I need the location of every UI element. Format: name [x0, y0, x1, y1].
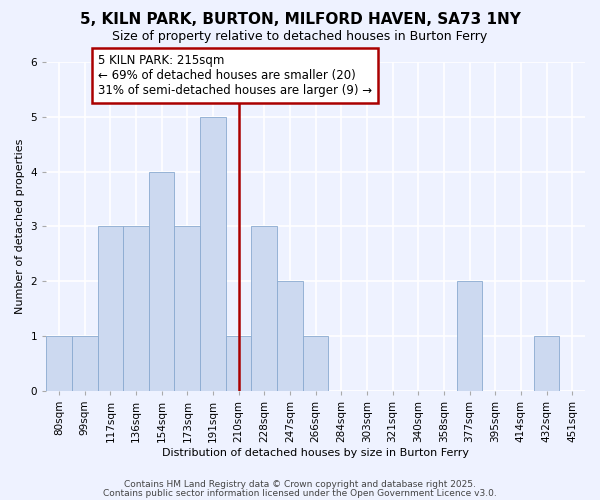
Bar — [98, 226, 123, 391]
Text: Contains HM Land Registry data © Crown copyright and database right 2025.: Contains HM Land Registry data © Crown c… — [124, 480, 476, 489]
Bar — [200, 117, 226, 391]
Bar — [251, 226, 277, 391]
Bar — [226, 336, 251, 391]
Bar — [175, 226, 200, 391]
Bar — [72, 336, 98, 391]
Bar — [457, 281, 482, 391]
Bar — [277, 281, 303, 391]
Text: 5, KILN PARK, BURTON, MILFORD HAVEN, SA73 1NY: 5, KILN PARK, BURTON, MILFORD HAVEN, SA7… — [80, 12, 520, 28]
Bar — [149, 172, 175, 391]
Bar — [303, 336, 328, 391]
Text: Contains public sector information licensed under the Open Government Licence v3: Contains public sector information licen… — [103, 488, 497, 498]
X-axis label: Distribution of detached houses by size in Burton Ferry: Distribution of detached houses by size … — [162, 448, 469, 458]
Y-axis label: Number of detached properties: Number of detached properties — [15, 139, 25, 314]
Text: Size of property relative to detached houses in Burton Ferry: Size of property relative to detached ho… — [112, 30, 488, 43]
Bar — [46, 336, 72, 391]
Text: 5 KILN PARK: 215sqm
← 69% of detached houses are smaller (20)
31% of semi-detach: 5 KILN PARK: 215sqm ← 69% of detached ho… — [98, 54, 371, 97]
Bar — [533, 336, 559, 391]
Bar — [123, 226, 149, 391]
